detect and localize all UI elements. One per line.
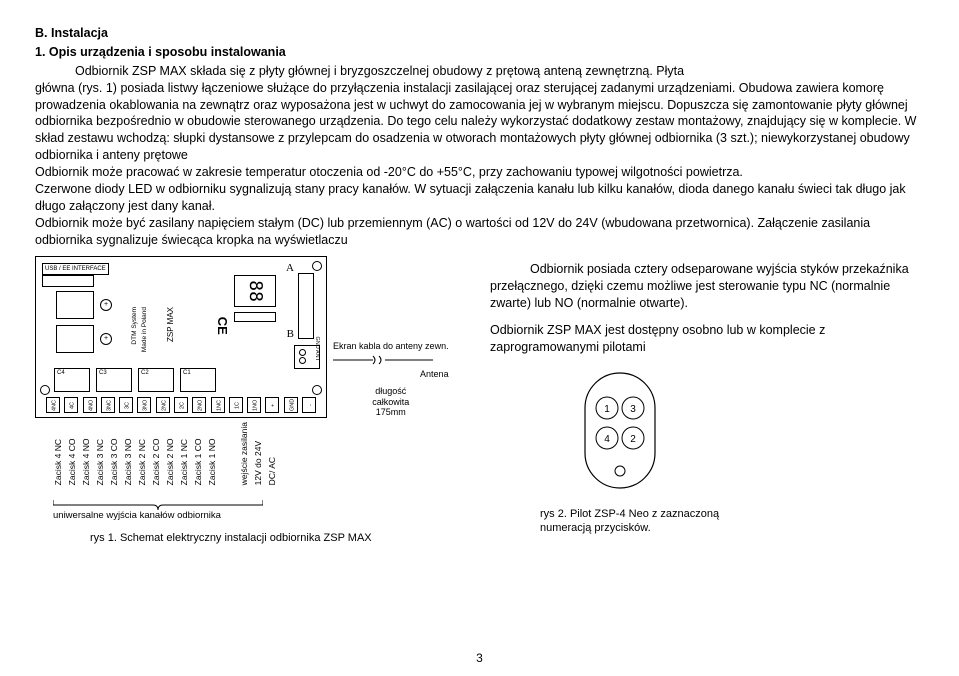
ce-mark: CE: [213, 317, 231, 335]
antenna-icon: [333, 352, 433, 370]
svg-text:2: 2: [630, 434, 636, 445]
fig2-caption: rys 2. Pilot ZSP-4 Neo z zaznaczoną nume…: [540, 507, 924, 537]
relay-c2: C2: [138, 368, 174, 392]
display-7seg: 88: [234, 275, 276, 307]
para-first-line: Odbiornik ZSP MAX składa się z płyty głó…: [75, 64, 684, 78]
svg-text:3: 3: [630, 404, 636, 415]
remote-diagram: 1 3 4 2: [560, 368, 680, 498]
svg-text:1: 1: [604, 404, 610, 415]
pcb-brand-dtm: DTM System: [131, 307, 140, 345]
para-rest: główna (rys. 1) posiada listwy łączeniow…: [35, 81, 916, 247]
right-para-2: Odbiornik ZSP MAX jest dostępny osobno l…: [490, 322, 924, 356]
right-text-column: Odbiornik posiada cztery odseparowane wy…: [490, 256, 924, 545]
ant-gnd-label: GND ANT: [312, 337, 319, 361]
svg-text:4: 4: [604, 434, 610, 445]
label-b: B: [287, 327, 294, 342]
pcb-model: ZSP MAX: [166, 307, 177, 342]
section-b-heading: B. Instalacja: [35, 25, 924, 42]
section-1-heading: 1. Opis urządzenia i sposobu instalowani…: [35, 44, 924, 61]
main-body-text: Odbiornik ZSP MAX składa się z płyty głó…: [35, 63, 924, 249]
relay-c3: C3: [96, 368, 132, 392]
schematic-column: USB / EE INTERFACE + + DTM System Made i…: [35, 256, 465, 545]
antenna-labels: Ekran kabla do anteny zewn. Antena długo…: [333, 256, 449, 418]
fig1-caption: rys 1. Schemat elektryczny instalacji od…: [90, 531, 465, 546]
right-para-1: Odbiornik posiada cztery odseparowane wy…: [490, 262, 909, 310]
label-a: A: [286, 261, 294, 276]
pcb-diagram: USB / EE INTERFACE + + DTM System Made i…: [35, 256, 327, 418]
terminal-strip: 4NC 4C 4NO 3NC 3C 3NO 2NC 2C 2NO 1NC 1C …: [46, 397, 316, 413]
brace-label: uniwersalne wyjścia kanałów odbiornika: [53, 500, 465, 523]
usb-interface-label: USB / EE INTERFACE: [42, 263, 109, 275]
pcb-brand-poland: Made in Poland: [141, 307, 150, 352]
relay-c4: C4: [54, 368, 90, 392]
terminal-legend: Zacisk 4 NC Zacisk 4 CO Zacisk 4 NO Zaci…: [53, 422, 465, 485]
relay-c1: C1: [180, 368, 216, 392]
page-number: 3: [476, 650, 483, 666]
